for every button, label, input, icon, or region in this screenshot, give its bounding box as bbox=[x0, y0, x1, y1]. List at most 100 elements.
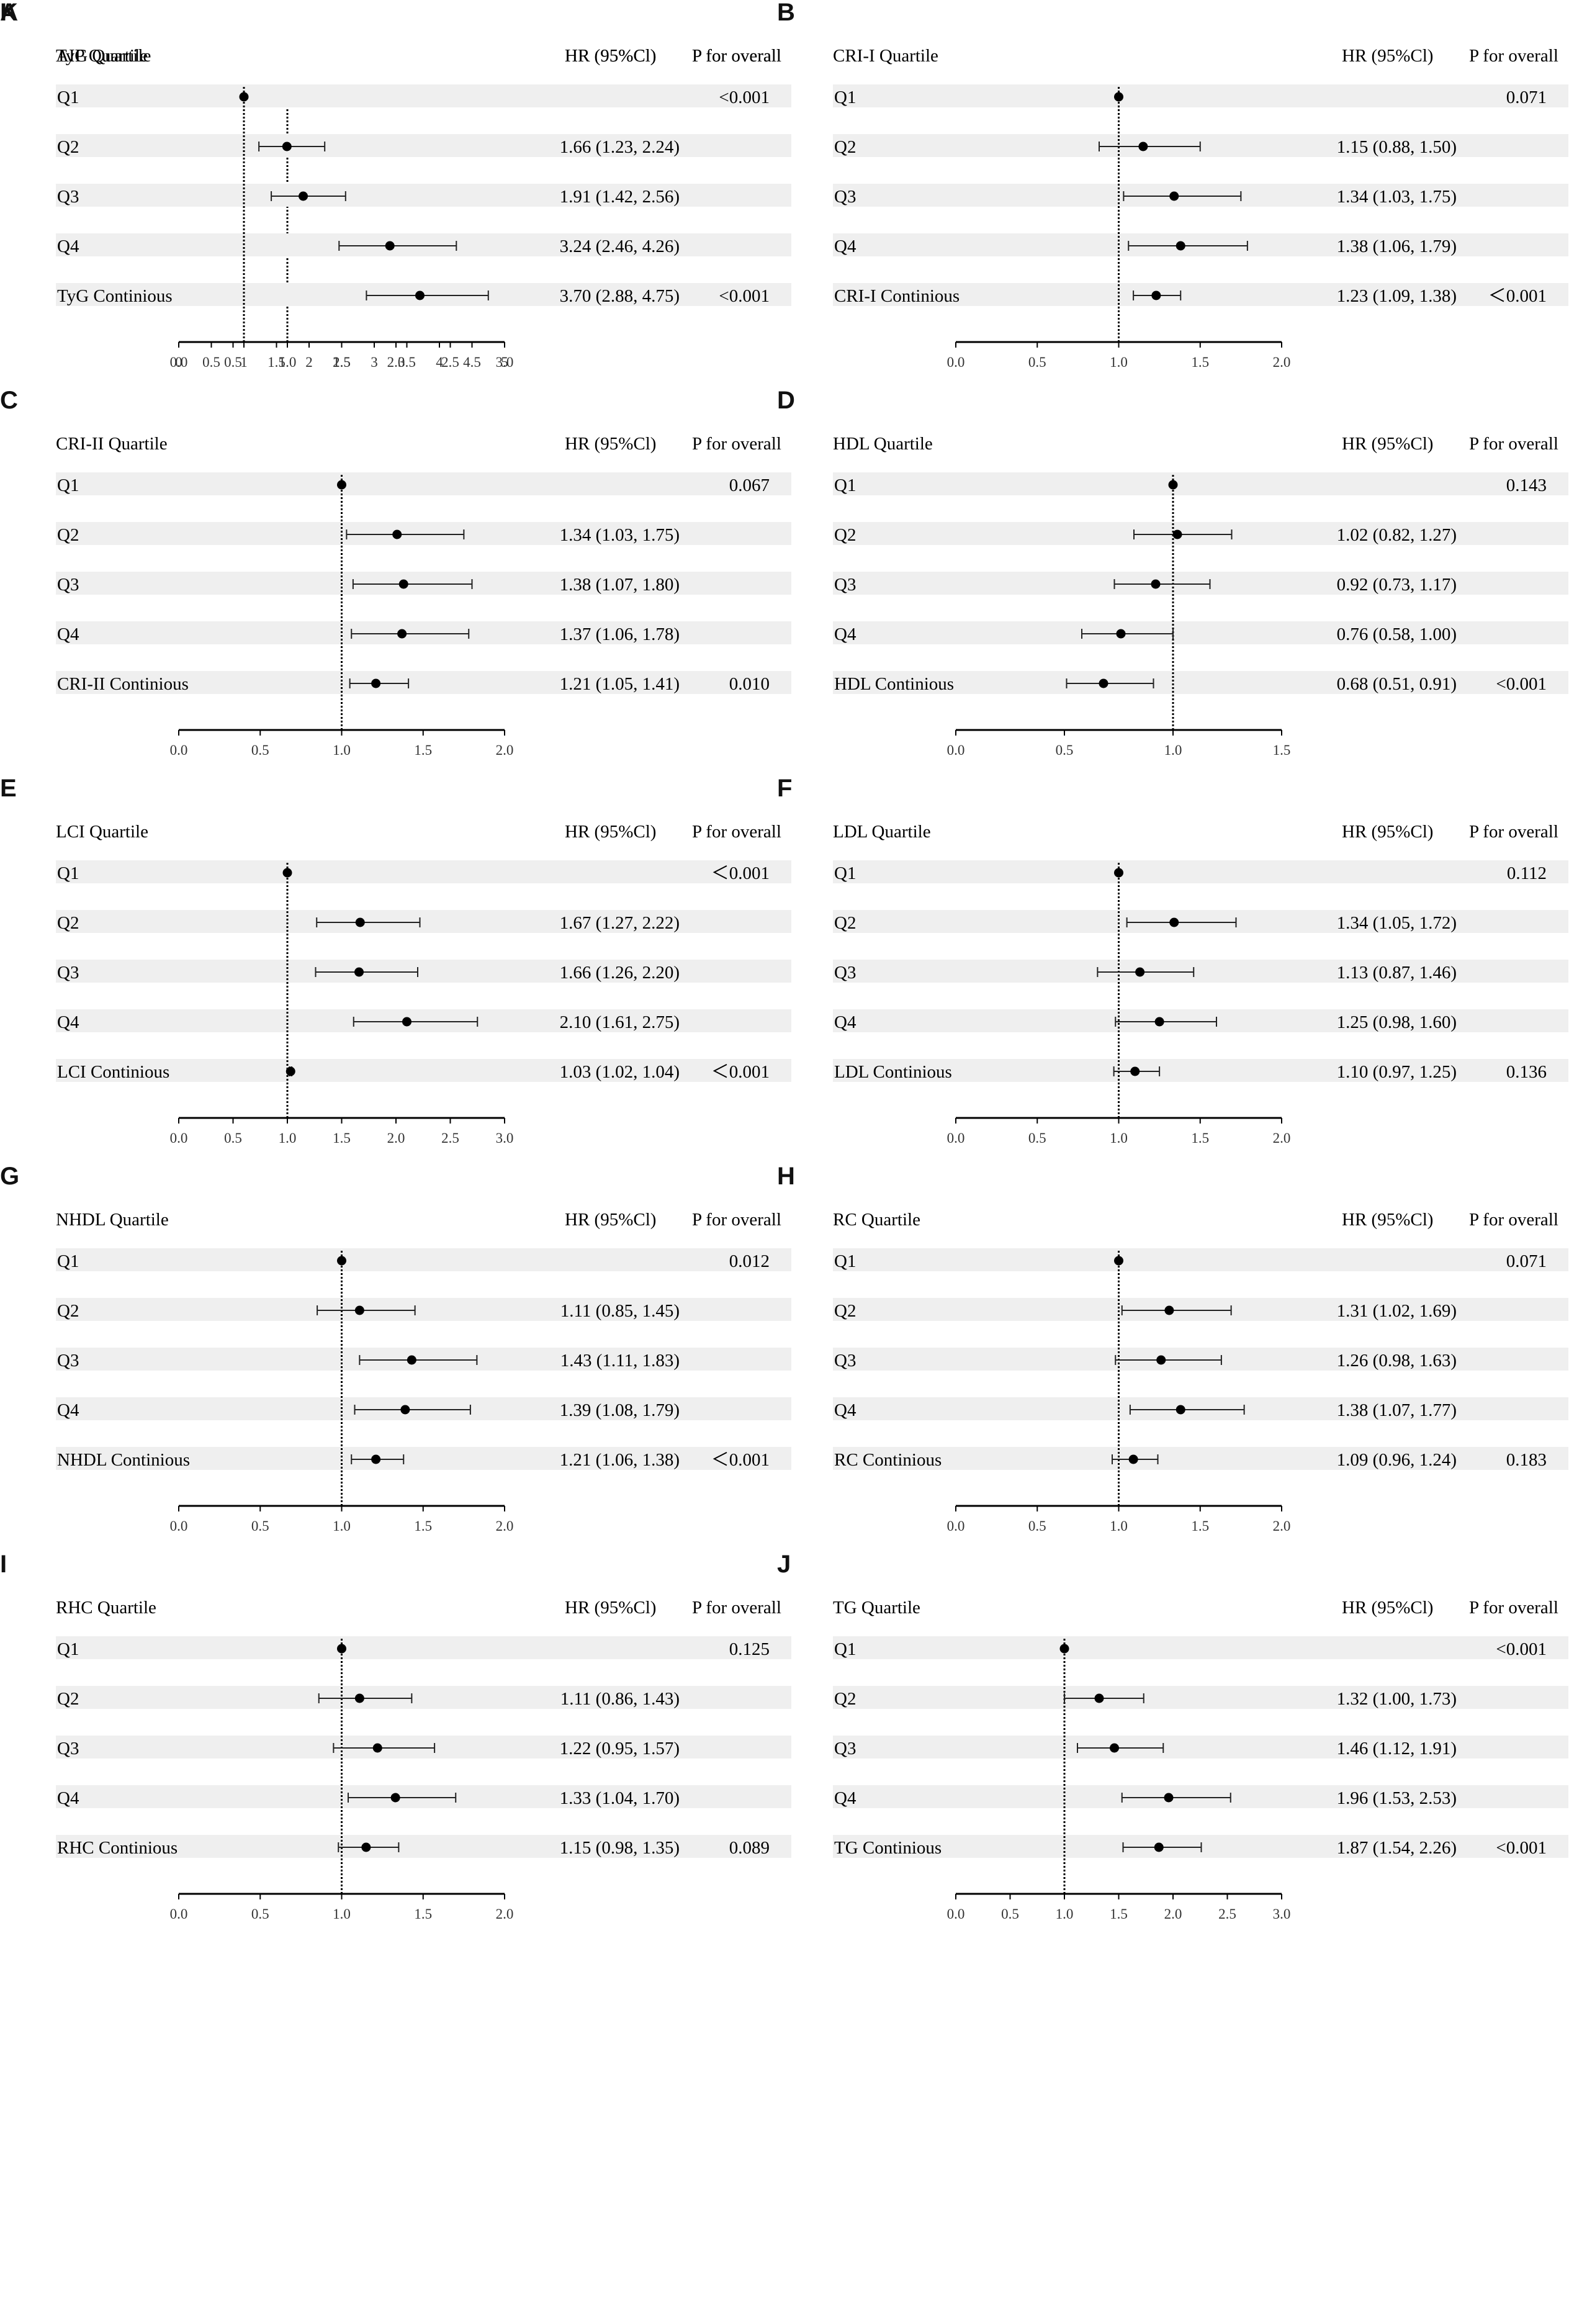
x-tick-label: 0.5 bbox=[1056, 742, 1074, 758]
forest-panel-d: D HDL Quartile HR (95%Cl) P for overall Q1 0.… bbox=[777, 387, 1568, 773]
row-stripe bbox=[833, 184, 1568, 207]
row-label: Q4 bbox=[57, 236, 79, 256]
hr-point bbox=[1164, 1305, 1174, 1315]
row-label: Q3 bbox=[57, 1739, 79, 1759]
hr-point bbox=[1099, 678, 1108, 688]
row-label: Q3 bbox=[57, 963, 79, 983]
row-label: Q4 bbox=[834, 1012, 856, 1032]
hr-ci-text: 1.34 (1.05, 1.72) bbox=[1337, 913, 1457, 933]
row-stripe bbox=[56, 522, 791, 545]
row-stripe bbox=[833, 1298, 1568, 1321]
row-label: Q3 bbox=[57, 575, 79, 595]
hr-ci-text: 1.66 (1.26, 2.20) bbox=[560, 963, 680, 983]
row-stripe bbox=[833, 1636, 1568, 1659]
forest-plot-svg: RC Quartile HR (95%Cl) P for overall Q1 0.07… bbox=[833, 1210, 1568, 1534]
x-tick-label: 1.0 bbox=[333, 742, 351, 758]
x-tick-label: 2 bbox=[305, 354, 313, 370]
x-tick-label: 0.5 bbox=[1001, 1906, 1019, 1922]
row-label: Q3 bbox=[834, 1351, 856, 1371]
row-label: Q1 bbox=[834, 863, 856, 883]
x-tick-label: 0.5 bbox=[202, 354, 220, 370]
row-stripe bbox=[56, 84, 791, 107]
row-label: TG Continious bbox=[834, 1838, 942, 1858]
x-tick-label: 1.5 bbox=[333, 1130, 351, 1146]
x-tick-label: 0.5 bbox=[251, 1906, 269, 1922]
panel-letter: D bbox=[777, 387, 795, 414]
p-column-header: P for overall bbox=[692, 1598, 781, 1618]
panel-letter: I bbox=[0, 1551, 7, 1578]
forest-panel-h: H RC Quartile HR (95%Cl) P for overall Q1 0.0… bbox=[777, 1164, 1568, 1549]
table-title: TyG Quartile bbox=[56, 46, 151, 66]
x-tick-label: 2.0 bbox=[387, 354, 405, 370]
x-tick-label: 1.0 bbox=[279, 1130, 297, 1146]
row-label: Q1 bbox=[834, 475, 856, 495]
row-label: Q1 bbox=[57, 1639, 79, 1659]
hr-point bbox=[282, 868, 292, 878]
forest-plot-svg: TG Quartile HR (95%Cl) P for overall Q1 <0.0… bbox=[833, 1598, 1568, 1922]
hr-point bbox=[337, 1256, 346, 1266]
hr-column-header: HR (95%Cl) bbox=[1342, 46, 1433, 66]
p-value-text: 0.071 bbox=[1506, 1251, 1547, 1271]
row-label: Q2 bbox=[834, 1689, 856, 1709]
hr-point bbox=[392, 529, 402, 539]
p-column-header: P for overall bbox=[1469, 1598, 1558, 1618]
p-value-text: <0.001 bbox=[719, 286, 770, 306]
row-stripe bbox=[833, 84, 1568, 107]
hr-point bbox=[1176, 1405, 1185, 1415]
p-value-text: ＜0.001 bbox=[711, 1062, 770, 1082]
hr-point bbox=[1094, 1693, 1104, 1703]
p-value-text: 0.010 bbox=[729, 674, 770, 694]
x-tick-label: 0.0 bbox=[170, 1906, 188, 1922]
hr-ci-text: 1.33 (1.04, 1.70) bbox=[560, 1788, 680, 1808]
row-label: Q1 bbox=[57, 1251, 79, 1271]
hr-ci-text: 1.21 (1.06, 1.38) bbox=[560, 1450, 680, 1470]
row-stripe bbox=[56, 1298, 791, 1321]
hr-point bbox=[1110, 1743, 1119, 1753]
panel-letter: A bbox=[0, 0, 18, 26]
row-label: Q3 bbox=[834, 1739, 856, 1759]
row-stripe bbox=[56, 1059, 791, 1082]
hr-point bbox=[1176, 241, 1185, 251]
row-stripe bbox=[833, 621, 1568, 644]
hr-point bbox=[282, 142, 292, 151]
p-value-text: 0.136 bbox=[1506, 1062, 1547, 1082]
p-column-header: P for overall bbox=[692, 434, 781, 454]
hr-point bbox=[371, 1454, 381, 1464]
row-stripe bbox=[56, 1636, 791, 1659]
row-stripe bbox=[833, 1059, 1568, 1082]
p-column-header: P for overall bbox=[692, 46, 781, 66]
row-stripe bbox=[56, 1348, 791, 1371]
forest-panel-g: G NHDL Quartile HR (95%Cl) P for overall Q1 0… bbox=[0, 1164, 791, 1549]
p-value-text: 0.183 bbox=[1506, 1450, 1547, 1470]
hr-point bbox=[354, 967, 364, 977]
hr-ci-text: 1.13 (0.87, 1.46) bbox=[1337, 963, 1457, 983]
x-tick-label: 2.0 bbox=[496, 742, 514, 758]
x-tick-label: 1.0 bbox=[333, 1518, 351, 1534]
hr-point bbox=[390, 1793, 400, 1803]
hr-point bbox=[1114, 92, 1123, 102]
row-stripe bbox=[56, 1447, 791, 1470]
hr-ci-text: 1.46 (1.12, 1.91) bbox=[1337, 1739, 1457, 1759]
row-stripe bbox=[833, 671, 1568, 694]
row-label: Q1 bbox=[57, 863, 79, 883]
row-stripe bbox=[56, 184, 791, 207]
row-label: Q2 bbox=[57, 525, 79, 545]
p-value-text: 0.125 bbox=[729, 1639, 770, 1659]
hr-ci-text: 1.02 (0.82, 1.27) bbox=[1337, 525, 1457, 545]
p-column-header: P for overall bbox=[1469, 46, 1558, 66]
row-label: Q1 bbox=[57, 88, 79, 107]
forest-panel-j: J TG Quartile HR (95%Cl) P for overall Q1 <0.… bbox=[777, 1551, 1568, 1937]
hr-ci-text: 1.11 (0.86, 1.43) bbox=[560, 1689, 680, 1709]
hr-point bbox=[1172, 529, 1182, 539]
x-tick-label: 1.5 bbox=[267, 354, 285, 370]
p-column-header: P for overall bbox=[692, 46, 781, 66]
hr-point bbox=[354, 1693, 364, 1703]
hr-ci-text: 1.26 (0.98, 1.63) bbox=[1337, 1351, 1457, 1371]
row-stripe bbox=[833, 1009, 1568, 1032]
x-tick-label: 1.0 bbox=[279, 354, 297, 370]
panel-letter: J bbox=[777, 1551, 791, 1578]
x-tick-label: 0.0 bbox=[947, 1906, 965, 1922]
x-tick-label: 1.0 bbox=[1110, 1518, 1128, 1534]
row-label: Q4 bbox=[834, 1400, 856, 1420]
table-title: RHC Quartile bbox=[56, 1598, 156, 1618]
